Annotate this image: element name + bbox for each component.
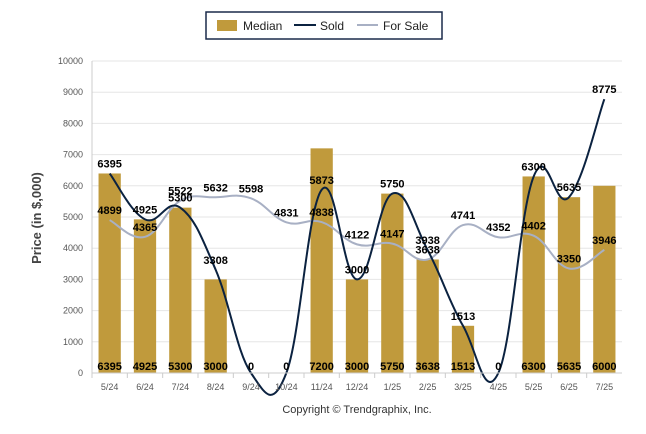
for-sale-value-label: 4365 <box>133 222 157 234</box>
median-value-label: 0 <box>248 361 254 373</box>
for-sale-value-label: 5632 <box>203 182 227 194</box>
median-value-label: 6000 <box>592 361 616 373</box>
median-value-label: 6395 <box>97 361 121 373</box>
median-bars <box>98 148 616 373</box>
median-bar <box>593 185 616 373</box>
sold-value-label: 4925 <box>133 204 157 216</box>
median-bar <box>345 279 369 373</box>
for-sale-value-label: 5598 <box>239 183 263 195</box>
for-sale-value-label: 4838 <box>309 207 333 219</box>
median-value-label: 5300 <box>168 361 192 373</box>
y-tick-label: 0 <box>78 368 83 378</box>
y-tick-label: 10000 <box>58 56 83 66</box>
y-tick-label: 8000 <box>63 118 83 128</box>
x-tick-label: 8/24 <box>207 382 225 392</box>
median-value-label: 5750 <box>380 361 404 373</box>
sold-value-label: 1513 <box>451 311 475 323</box>
sold-value-label: 3308 <box>203 255 227 267</box>
sold-value-label: 3938 <box>415 235 439 247</box>
sold-value-label: 5635 <box>557 182 581 194</box>
sold-value-label: 5300 <box>168 193 192 205</box>
legend-label-median: Median <box>243 19 282 33</box>
y-tick-label: 9000 <box>63 87 83 97</box>
for-sale-value-label: 4831 <box>274 207 298 219</box>
x-tick-label: 7/24 <box>172 382 190 392</box>
median-value-label: 3000 <box>345 361 369 373</box>
x-tick-label: 1/25 <box>384 382 402 392</box>
y-axis-label: Price (in $,000) <box>29 172 44 264</box>
median-bar <box>133 219 157 373</box>
median-value-label: 3638 <box>415 361 439 373</box>
y-tick-label: 3000 <box>63 274 83 284</box>
x-tick-label: 3/25 <box>454 382 472 392</box>
median-value-label: 1513 <box>451 361 475 373</box>
median-bar <box>204 279 227 373</box>
median-value-label: 7200 <box>309 361 333 373</box>
legend-label-sold: Sold <box>320 19 344 33</box>
median-value-label: 6300 <box>521 361 545 373</box>
sold-value-label: 5750 <box>380 179 404 191</box>
sold-value-label: 8775 <box>592 84 616 96</box>
axes: 0 1000 2000 3000 4000 5000 6000 7000 8000 9000 100… <box>58 56 622 392</box>
sold-value-label: 3000 <box>345 264 369 276</box>
median-value-label: 5635 <box>557 361 581 373</box>
x-tick-label: 9/24 <box>242 382 260 392</box>
x-tick-label: 12/24 <box>346 382 369 392</box>
median-value-label: 0 <box>495 361 501 373</box>
trend-lines <box>108 98 606 396</box>
for-sale-value-label: 4402 <box>521 221 545 233</box>
legend-label-for-sale: For Sale <box>383 19 429 33</box>
x-tick-label: 10/24 <box>275 382 298 392</box>
for-sale-value-label: 4899 <box>97 205 121 217</box>
for-sale-value-label: 4741 <box>451 210 475 222</box>
median-bar <box>416 259 439 373</box>
x-tick-label: 11/24 <box>311 382 333 392</box>
median-value-label: 0 <box>283 361 289 373</box>
x-tick-label: 7/25 <box>596 382 614 392</box>
y-tick-label: 6000 <box>63 181 83 191</box>
data-labels: 6395 4925 5300 3000 0 0 7200 3000 5750 3638 1513 0 6… <box>97 84 616 373</box>
median-bar <box>557 197 581 373</box>
y-tick-label: 7000 <box>63 150 83 160</box>
for-sale-value-label: 4147 <box>380 229 404 241</box>
sold-value-label: 5873 <box>309 175 333 187</box>
sold-line <box>108 98 606 396</box>
y-tick-label: 4000 <box>63 243 83 253</box>
legend-swatch-median <box>217 20 237 31</box>
for-sale-value-label: 3350 <box>557 253 581 265</box>
for-sale-value-label: 4122 <box>345 229 369 241</box>
median-bar <box>381 193 404 373</box>
y-tick-label: 2000 <box>63 306 83 316</box>
x-tick-label: 5/24 <box>101 382 119 392</box>
for-sale-value-label: 4352 <box>486 222 510 234</box>
for-sale-value-label: 3946 <box>592 235 616 247</box>
x-tick-label: 6/25 <box>560 382 578 392</box>
y-tick-label: 5000 <box>63 212 83 222</box>
median-value-label: 3000 <box>203 361 227 373</box>
median-bar <box>522 176 545 373</box>
median-bar <box>98 173 121 373</box>
copyright-footer: Copyright © Trendgraphix, Inc. <box>282 404 431 416</box>
x-tick-label: 4/25 <box>490 382 508 392</box>
for-sale-value-label: 5522 <box>168 186 192 198</box>
legend: Median Sold For Sale <box>205 11 443 40</box>
sold-value-label: 6395 <box>97 158 121 170</box>
legend-box <box>205 11 443 40</box>
median-value-label: 4925 <box>133 361 157 373</box>
y-tick-label: 1000 <box>63 337 83 347</box>
x-tick-label: 6/24 <box>136 382 154 392</box>
sold-value-label: 6300 <box>521 161 545 173</box>
for-sale-value-label: 3638 <box>415 244 439 256</box>
x-tick-label: 5/25 <box>525 382 543 392</box>
median-bar <box>169 207 192 373</box>
x-tick-label: 2/25 <box>419 382 437 392</box>
